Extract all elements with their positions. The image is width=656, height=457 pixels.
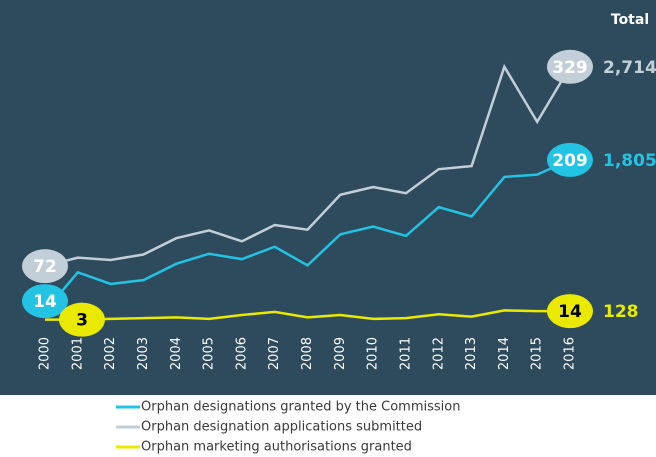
x-tick-label: 2014 — [497, 337, 512, 370]
totals-title: Total — [611, 12, 649, 28]
value-bubble — [59, 302, 105, 337]
series-line — [44, 158, 571, 312]
value-bubble — [22, 284, 68, 319]
x-tick-label: 2016 — [563, 337, 578, 370]
total-label: 1,805 — [603, 151, 656, 171]
data-label: 14 — [33, 292, 57, 312]
value-bubble — [22, 249, 68, 284]
x-tick-label: 2007 — [267, 337, 282, 370]
total-label: 2,714 — [603, 58, 656, 78]
series-line — [45, 309, 570, 321]
x-tick-label: 2006 — [234, 337, 249, 370]
data-label: 14 — [558, 302, 582, 322]
x-tick-label: 2003 — [136, 337, 151, 370]
x-tick-label: 2002 — [103, 337, 118, 370]
x-tick-label: 2005 — [202, 337, 217, 370]
legend-label: Orphan marketing authorisations granted — [141, 440, 412, 455]
series-line — [44, 63, 572, 268]
value-bubble — [547, 49, 593, 84]
x-tick-label: 2011 — [398, 337, 413, 370]
data-label: 3 — [76, 311, 88, 331]
x-tick-label: 2015 — [530, 337, 545, 370]
x-tick-label: 2009 — [333, 337, 348, 370]
x-tick-label: 2008 — [300, 337, 315, 370]
data-label: 72 — [33, 257, 57, 277]
x-tick-label: 2001 — [70, 337, 85, 370]
x-tick-label: 2004 — [169, 337, 184, 370]
x-tick-label: 2010 — [366, 337, 381, 370]
data-label: 209 — [552, 151, 588, 171]
data-label: 329 — [552, 58, 588, 78]
chart-background — [0, 0, 656, 395]
value-bubble — [547, 142, 593, 177]
value-bubble — [547, 294, 593, 329]
x-tick-label: 2012 — [431, 337, 446, 370]
x-tick-label: 2000 — [38, 337, 53, 370]
legend-label: Orphan designation applications submitte… — [141, 420, 422, 435]
total-label: 128 — [603, 302, 639, 322]
legend-label: Orphan designations granted by the Commi… — [141, 400, 460, 415]
x-tick-label: 2013 — [464, 337, 479, 370]
